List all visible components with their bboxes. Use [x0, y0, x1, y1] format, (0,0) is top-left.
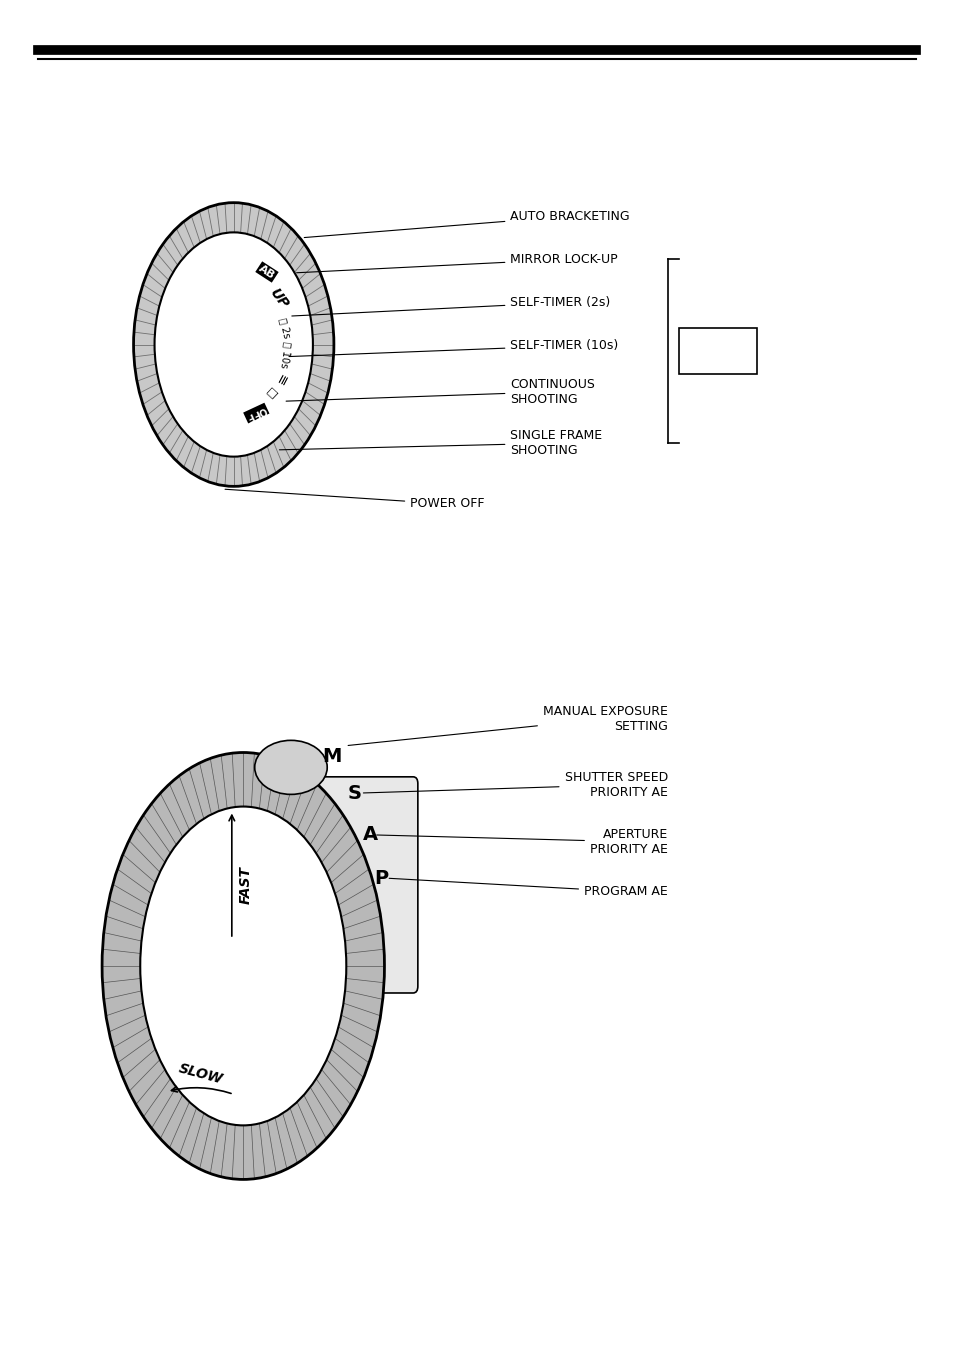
Bar: [679, 328, 757, 374]
Text: OFF: OFF: [244, 404, 268, 422]
FancyBboxPatch shape: [316, 777, 417, 993]
Text: FAST: FAST: [239, 866, 253, 904]
Text: MIRROR LOCK-UP: MIRROR LOCK-UP: [296, 253, 618, 273]
Text: SELF-TIMER (2s): SELF-TIMER (2s): [292, 296, 610, 316]
Text: □: □: [263, 386, 277, 401]
Ellipse shape: [102, 753, 384, 1179]
Text: SLOW: SLOW: [176, 1062, 224, 1086]
Text: PROGRAM AE: PROGRAM AE: [389, 878, 667, 898]
Text: AUTO BRACKETING: AUTO BRACKETING: [304, 209, 629, 238]
Text: APERTURE
PRIORITY AE: APERTURE PRIORITY AE: [376, 828, 667, 855]
Text: UP: UP: [266, 285, 290, 311]
Text: S: S: [348, 784, 361, 802]
Text: CONTINUOUS
SHOOTING: CONTINUOUS SHOOTING: [286, 378, 595, 405]
Ellipse shape: [140, 807, 346, 1125]
Text: POWER OFF: POWER OFF: [225, 489, 484, 511]
Text: ⏱ 2s: ⏱ 2s: [277, 316, 292, 339]
Text: P: P: [375, 869, 388, 888]
Text: ≡: ≡: [271, 372, 289, 388]
Text: SELF-TIMER (10s): SELF-TIMER (10s): [289, 339, 618, 357]
Text: MANUAL EXPOSURE
SETTING: MANUAL EXPOSURE SETTING: [348, 705, 667, 746]
Text: ⏱ 10s: ⏱ 10s: [278, 340, 293, 369]
Text: SINGLE FRAME
SHOOTING: SINGLE FRAME SHOOTING: [279, 430, 602, 457]
Text: M: M: [322, 747, 341, 766]
Ellipse shape: [254, 740, 327, 794]
Text: A: A: [362, 825, 377, 844]
Text: AB: AB: [257, 263, 276, 281]
Circle shape: [154, 232, 313, 457]
Text: SHUTTER SPEED
PRIORITY AE: SHUTTER SPEED PRIORITY AE: [363, 771, 667, 798]
